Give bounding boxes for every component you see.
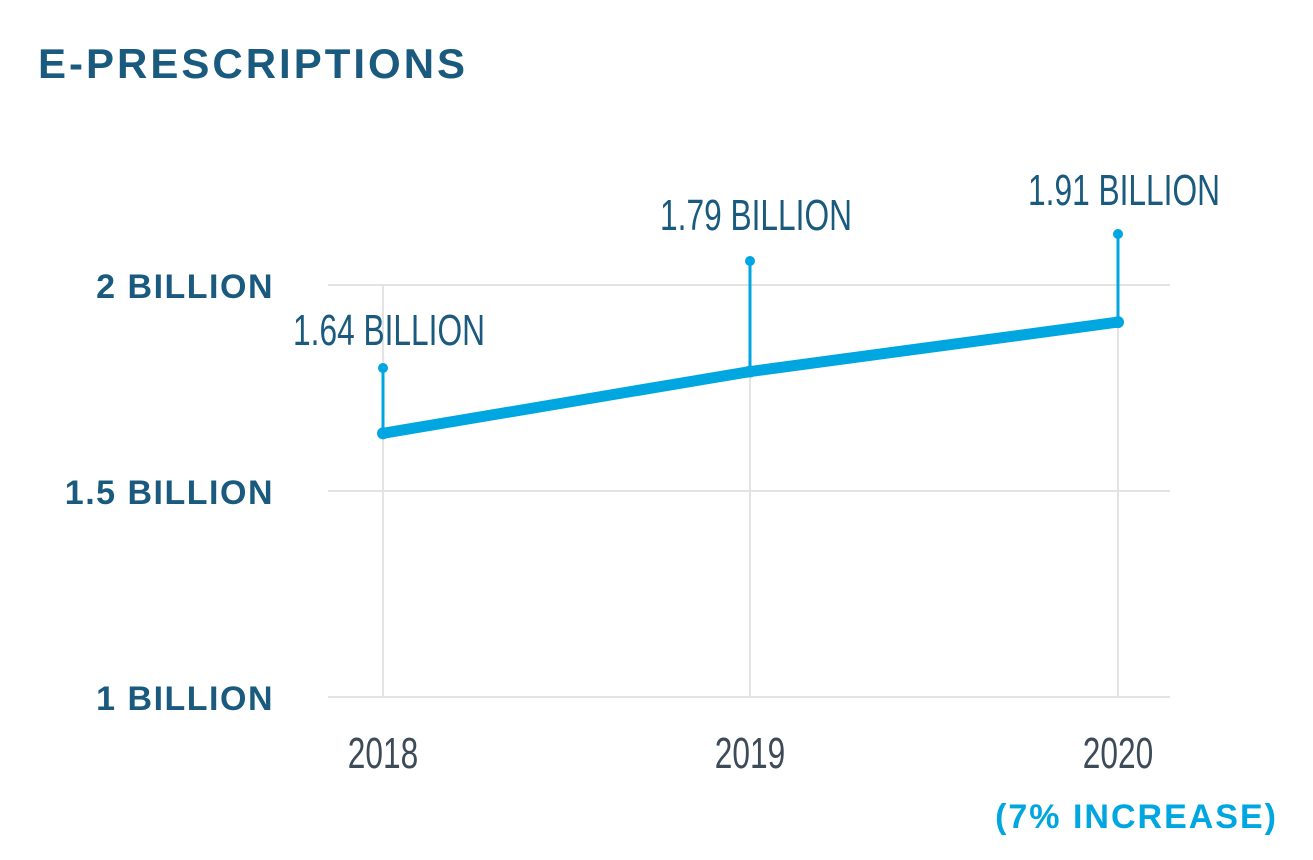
data-label: 1.91 BILLION xyxy=(1028,166,1220,215)
y-tick-label-group: 1.5 BILLION xyxy=(65,474,274,512)
increase-annotation-group: (7% INCREASE) xyxy=(995,798,1278,836)
data-label-group: 1.79 BILLION xyxy=(660,191,852,240)
x-tick-label-group: 2020 xyxy=(1083,729,1153,778)
callout-dot xyxy=(1113,229,1123,239)
y-tick-label: 1.5 BILLION xyxy=(65,474,274,512)
data-point xyxy=(377,427,389,440)
callout-dot xyxy=(378,363,388,373)
y-tick-label-group: 2 BILLION xyxy=(96,268,274,306)
x-tick-label: 2018 xyxy=(348,729,418,778)
data-label: 1.79 BILLION xyxy=(660,191,852,240)
data-label-group: 1.64 BILLION xyxy=(293,306,485,355)
x-tick-label-group: 2018 xyxy=(348,729,418,778)
y-tick-label-group: 1 BILLION xyxy=(96,680,274,718)
data-point xyxy=(744,365,756,378)
x-tick-label-group: 2019 xyxy=(715,729,785,778)
x-tick-label: 2019 xyxy=(715,729,785,778)
callout-dot xyxy=(745,256,755,266)
data-point xyxy=(1112,316,1124,329)
data-label: 1.64 BILLION xyxy=(293,306,485,355)
data-label-group: 1.91 BILLION xyxy=(1028,166,1220,215)
y-tick-label: 1 BILLION xyxy=(96,680,274,718)
x-tick-label: 2020 xyxy=(1083,729,1153,778)
increase-annotation: (7% INCREASE) xyxy=(995,798,1278,836)
chart-title: E-PRESCRIPTIONS xyxy=(38,40,469,87)
y-tick-label: 2 BILLION xyxy=(96,268,274,306)
